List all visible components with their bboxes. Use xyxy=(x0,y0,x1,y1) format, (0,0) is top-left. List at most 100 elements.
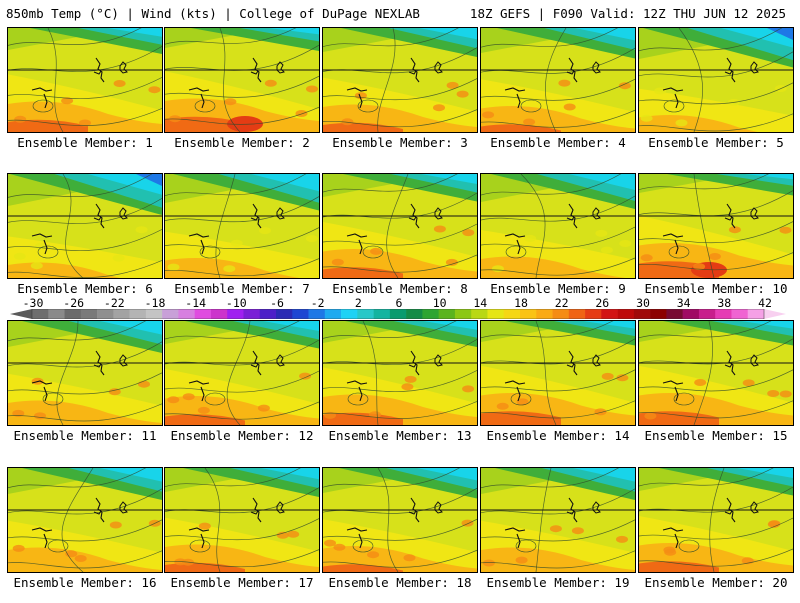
ensemble-member-label: Ensemble Member: 16 xyxy=(13,575,157,590)
scale-tick-label: -26 xyxy=(63,296,85,310)
colorbar-bin xyxy=(715,309,732,319)
colorbar-bin xyxy=(454,309,472,319)
temperature-map xyxy=(480,320,636,426)
ensemble-member-label: Ensemble Member: 17 xyxy=(170,575,314,590)
temperature-map xyxy=(638,320,794,426)
map-field xyxy=(165,321,319,425)
colorbar-low-arrow xyxy=(10,309,32,319)
colorbar-bin xyxy=(80,309,98,319)
map-field xyxy=(481,321,635,425)
ensemble-member-label: Ensemble Member: 11 xyxy=(13,428,157,443)
ensemble-member-label: Ensemble Member: 20 xyxy=(644,575,788,590)
map-field xyxy=(8,321,162,425)
temperature-colorbar xyxy=(10,309,786,319)
ensemble-member-label: Ensemble Member: 3 xyxy=(332,135,468,150)
scale-tick-label: -2 xyxy=(310,296,325,310)
colorbar-bin xyxy=(487,309,505,319)
colorbar-bin xyxy=(633,309,651,319)
temperature-map xyxy=(7,173,163,279)
colorbar-bin xyxy=(503,309,521,319)
colorbar-bin xyxy=(552,309,570,319)
scale-tick-label: -30 xyxy=(22,296,44,310)
temperature-map xyxy=(638,467,794,573)
colorbar-bin xyxy=(162,309,179,319)
ensemble-member-label: Ensemble Member: 5 xyxy=(648,135,784,150)
map-field xyxy=(639,321,793,425)
temperature-scale-labels: -30 -26 -22 -18 -14 -10 -6 -2 2 6 10 14 18 22 26 30 34 38… xyxy=(0,297,800,309)
map-field xyxy=(639,174,793,278)
ensemble-member-panel: Ensemble Member: 1 xyxy=(7,27,163,163)
temperature-map xyxy=(164,320,320,426)
scale-tick-label: 10 xyxy=(432,296,447,310)
scale-tick-label: 26 xyxy=(595,296,610,310)
colorbar-bin xyxy=(568,309,586,319)
ensemble-member-label: Ensemble Member: 14 xyxy=(486,428,630,443)
colorbar-bin xyxy=(243,309,261,319)
scale-tick-label: -14 xyxy=(185,296,207,310)
colorbar-bin xyxy=(194,309,212,319)
map-field xyxy=(481,28,635,132)
temperature-map xyxy=(164,467,320,573)
colorbar-bin xyxy=(341,309,358,319)
colorbar-bin xyxy=(520,309,537,319)
map-field xyxy=(323,174,477,278)
colorbar-bin xyxy=(682,309,700,319)
ensemble-member-label: Ensemble Member: 6 xyxy=(17,281,153,296)
map-field xyxy=(481,468,635,572)
temperature-map xyxy=(322,467,478,573)
ensemble-member-panel: Ensemble Member: 15 xyxy=(638,320,794,456)
ensemble-member-panel: Ensemble Member: 20 xyxy=(638,467,794,603)
temperature-map xyxy=(638,27,794,133)
ensemble-member-label: Ensemble Member: 10 xyxy=(644,281,788,296)
scale-tick-label: -22 xyxy=(103,296,125,310)
scale-tick-label: 38 xyxy=(717,296,732,310)
scale-tick-label: 42 xyxy=(758,296,772,310)
ensemble-member-panel: Ensemble Member: 13 xyxy=(322,320,478,456)
colorbar-bin xyxy=(308,309,326,319)
ensemble-member-panel: Ensemble Member: 18 xyxy=(322,467,478,603)
map-field xyxy=(639,28,793,132)
ensemble-member-panel: Ensemble Member: 2 xyxy=(164,27,320,163)
ensemble-member-label: Ensemble Member: 4 xyxy=(490,135,626,150)
map-title: 850mb Temp (°C) | Wind (kts) | College o… xyxy=(6,6,420,21)
ensemble-member-panel: Ensemble Member: 8 xyxy=(322,173,478,309)
colorbar-bin xyxy=(113,309,130,319)
colorbar-bin xyxy=(64,309,82,319)
ensemble-member-panel: Ensemble Member: 12 xyxy=(164,320,320,456)
colorbar-bin xyxy=(438,309,456,319)
temperature-map xyxy=(7,27,163,133)
scale-tick-label: 6 xyxy=(395,296,403,310)
map-field xyxy=(8,468,162,572)
ensemble-member-label: Ensemble Member: 15 xyxy=(644,428,788,443)
ensemble-member-panel: Ensemble Member: 6 xyxy=(7,173,163,309)
map-field xyxy=(165,28,319,132)
ensemble-member-panel: Ensemble Member: 16 xyxy=(7,467,163,603)
colorbar-bin xyxy=(731,309,749,319)
temperature-map xyxy=(322,173,478,279)
ensemble-member-panel: Ensemble Member: 9 xyxy=(480,173,636,309)
ensemble-member-label: Ensemble Member: 19 xyxy=(486,575,630,590)
scale-tick-label: 34 xyxy=(676,296,691,310)
colorbar-bin xyxy=(406,309,423,319)
scale-tick-label: -18 xyxy=(144,296,166,310)
ensemble-member-panel: Ensemble Member: 14 xyxy=(480,320,636,456)
colorbar-bin xyxy=(227,309,244,319)
scale-tick-label: 2 xyxy=(354,296,362,310)
temperature-map xyxy=(480,27,636,133)
map-field xyxy=(481,174,635,278)
ensemble-member-panel: Ensemble Member: 4 xyxy=(480,27,636,163)
colorbar-bin xyxy=(650,309,667,319)
colorbar-bin xyxy=(276,309,293,319)
colorbar-bin xyxy=(617,309,635,319)
colorbar-bin xyxy=(389,309,407,319)
ensemble-member-panel: Ensemble Member: 19 xyxy=(480,467,636,603)
ensemble-member-label: Ensemble Member: 18 xyxy=(328,575,472,590)
map-field xyxy=(323,468,477,572)
ensemble-member-label: Ensemble Member: 7 xyxy=(174,281,310,296)
colorbar-bin xyxy=(422,309,439,319)
ensemble-member-label: Ensemble Member: 12 xyxy=(170,428,314,443)
colorbar-bin xyxy=(536,309,553,319)
ensemble-member-label: Ensemble Member: 13 xyxy=(328,428,472,443)
run-valid-time: 18Z GEFS | F090 Valid: 12Z THU JUN 12 20… xyxy=(469,6,786,21)
